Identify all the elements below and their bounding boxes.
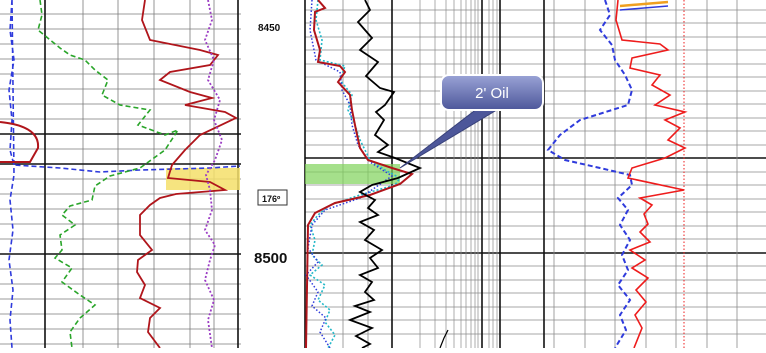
bottom-hook bbox=[439, 329, 449, 349]
left-sp-curve bbox=[8, 0, 241, 349]
callout-box bbox=[440, 74, 544, 111]
oil-callout: 2' Oil bbox=[399, 74, 544, 169]
right-deep-resistivity-curve bbox=[305, 0, 415, 349]
right-sp-curve bbox=[546, 0, 634, 349]
right-heavy-vertical-grid bbox=[304, 0, 545, 348]
depth-label-middle: 8500 bbox=[254, 250, 287, 267]
right-top-accent-blue bbox=[619, 5, 669, 11]
temperature-tag: 176º bbox=[257, 189, 288, 206]
right-sonic-curve bbox=[347, 0, 423, 349]
left-gamma-ray-curve bbox=[37, 0, 181, 349]
left-pay-highlight bbox=[166, 168, 240, 190]
right-top-accent bbox=[619, 0, 669, 8]
right-track-red-curve bbox=[615, 0, 688, 349]
left-log-panel bbox=[0, 0, 241, 349]
left-resistivity-curve bbox=[136, 0, 238, 349]
depth-labels: 8450 8500 bbox=[254, 23, 287, 267]
depth-column bbox=[241, 0, 305, 348]
depth-label-top: 8450 bbox=[258, 23, 281, 34]
right-log-scale-grid bbox=[419, 0, 498, 348]
temperature-label: 176º bbox=[262, 194, 281, 204]
left-red-hook bbox=[0, 121, 40, 163]
left-density-curve bbox=[204, 0, 223, 349]
callout-text: 2' Oil bbox=[475, 85, 509, 102]
right-pay-highlight bbox=[305, 164, 400, 184]
right-log-panel bbox=[304, 0, 766, 349]
right-heavy-horizontal-grid bbox=[305, 157, 766, 254]
